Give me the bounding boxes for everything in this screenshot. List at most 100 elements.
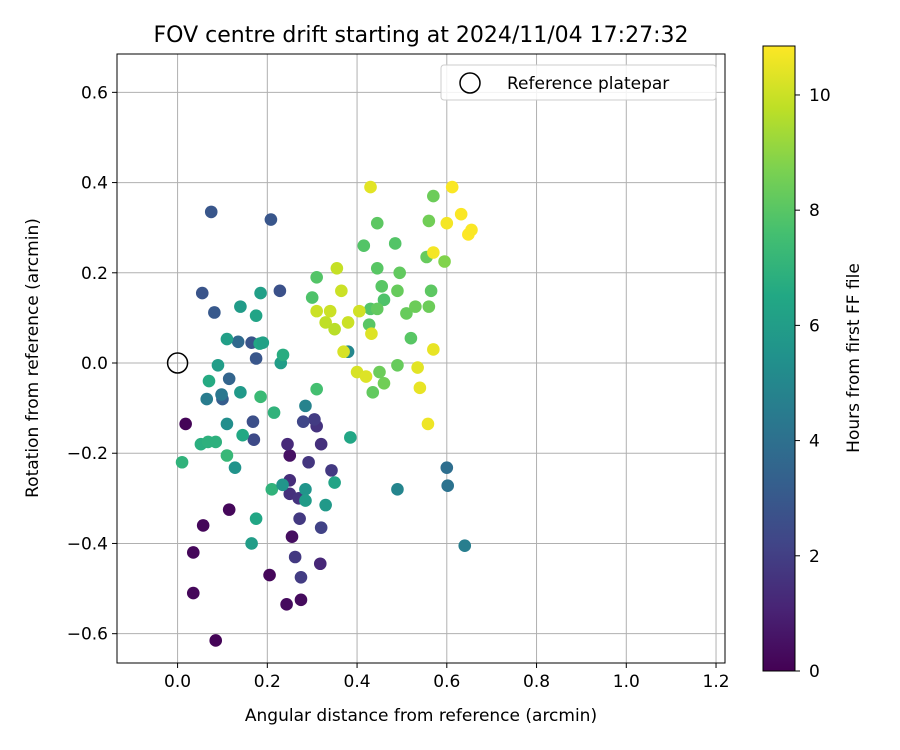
colorbar-tick-label: 0: [809, 662, 820, 682]
scatter-point: [454, 207, 468, 221]
scatter-point: [359, 370, 373, 383]
y-tick-label: −0.6: [67, 625, 108, 645]
scatter-point: [323, 304, 337, 318]
scatter-point: [276, 478, 289, 492]
scatter-point: [409, 300, 422, 313]
scatter-point: [377, 377, 391, 390]
legend-box: [440, 64, 717, 101]
scatter-point: [299, 399, 312, 413]
colorbar-tick-label: 4: [809, 432, 820, 452]
scatter-point: [294, 593, 308, 607]
colorbar-tick-label: 8: [809, 201, 820, 221]
scatter-point: [422, 300, 436, 313]
scatter-point: [186, 586, 200, 600]
scatter-point: [256, 336, 270, 350]
scatter-point: [280, 598, 293, 611]
scatter-point: [328, 322, 341, 336]
colorbar: 0 2 4 6 8 10 Hours from first FF file: [762, 45, 864, 682]
scatter-point: [310, 304, 323, 318]
scatter-point: [220, 332, 234, 346]
scatter-point: [220, 449, 234, 462]
scatter-point: [267, 406, 281, 419]
scatter-point: [465, 223, 478, 237]
x-tick-label: 0.6: [433, 672, 460, 692]
x-tick-label: 0.8: [523, 672, 550, 692]
scatter-point: [175, 455, 189, 469]
y-tick-label: 0.4: [81, 174, 108, 194]
scatter-point: [377, 293, 391, 307]
scatter-point: [438, 255, 451, 268]
x-axis-ticks: 0.0 0.2 0.4 0.6 0.8 1.0 1.2: [164, 663, 730, 692]
scatter-point: [319, 316, 332, 329]
colorbar-ticks: 0 2 4 6 8 10: [795, 86, 831, 682]
scatter-point: [254, 390, 267, 404]
scatter-point: [234, 300, 247, 313]
y-tick-label: −0.2: [67, 444, 108, 464]
scatter-point: [328, 476, 341, 489]
chart-title: FOV centre drift starting at 2024/11/04 …: [154, 23, 689, 48]
scatter-point: [234, 386, 247, 399]
scatter-point: [200, 392, 214, 406]
x-axis-label: Angular distance from reference (arcmin): [245, 706, 597, 726]
scatter-point: [245, 537, 258, 550]
scatter-point: [313, 557, 327, 571]
y-tick-label: 0.6: [81, 83, 108, 103]
scatter-point: [388, 237, 402, 250]
scatter-point: [373, 365, 386, 379]
scatter-point: [264, 213, 278, 226]
scatter-point: [249, 352, 263, 365]
scatter-point: [375, 280, 389, 293]
scatter-point: [314, 521, 328, 534]
scatter-point: [445, 180, 459, 194]
y-axis-ticks: −0.6 −0.4 −0.2 0.0 0.2 0.4 0.6: [67, 83, 117, 645]
scatter-point: [299, 494, 312, 507]
scatter-point: [195, 286, 209, 300]
scatter-point: [440, 461, 454, 474]
scatter-point: [370, 216, 384, 230]
reference-marker: [166, 352, 189, 374]
scatter-point: [424, 284, 438, 298]
scatter-point: [427, 189, 440, 203]
scatter-point: [285, 530, 299, 543]
scatter-point: [391, 358, 404, 372]
scatter-point: [247, 433, 261, 447]
grid: [117, 54, 725, 663]
colorbar-tick-label: 2: [809, 547, 820, 567]
scatter-point: [310, 382, 323, 396]
scatter-point: [204, 205, 218, 219]
scatter-point: [330, 261, 344, 275]
scatter-point: [404, 331, 418, 345]
x-tick-label: 0.0: [164, 672, 191, 692]
y-tick-label: 0.0: [81, 354, 108, 374]
scatter-point: [283, 449, 297, 462]
scatter-point: [440, 216, 454, 230]
plot-frame: [116, 53, 726, 664]
scatter-point: [413, 381, 427, 395]
scatter-point: [220, 417, 234, 431]
scatter-point: [236, 428, 249, 442]
scatter-point: [366, 386, 380, 399]
scatter-point: [421, 417, 435, 431]
scatter-point: [337, 345, 350, 359]
scatter-point: [215, 388, 228, 401]
y-tick-label: 0.2: [81, 264, 108, 284]
scatter-point: [365, 327, 378, 340]
scatter-point: [273, 284, 287, 298]
scatter-point: [314, 437, 328, 451]
scatter-point: [458, 539, 472, 553]
scatter-point: [296, 415, 310, 428]
scatter-point: [276, 348, 290, 362]
scatter-point: [357, 239, 371, 253]
scatter-point: [263, 568, 276, 582]
scatter-point: [344, 431, 357, 444]
y-tick-label: −0.4: [67, 534, 108, 554]
scatter-point: [179, 417, 192, 431]
scatter-point: [335, 284, 348, 298]
scatter-point: [196, 519, 210, 532]
scatter-point: [294, 570, 308, 584]
scatter-point: [305, 291, 319, 304]
scatter-point: [370, 302, 384, 316]
scatter-points: [175, 180, 478, 647]
reference-platepar-point: [166, 352, 189, 374]
